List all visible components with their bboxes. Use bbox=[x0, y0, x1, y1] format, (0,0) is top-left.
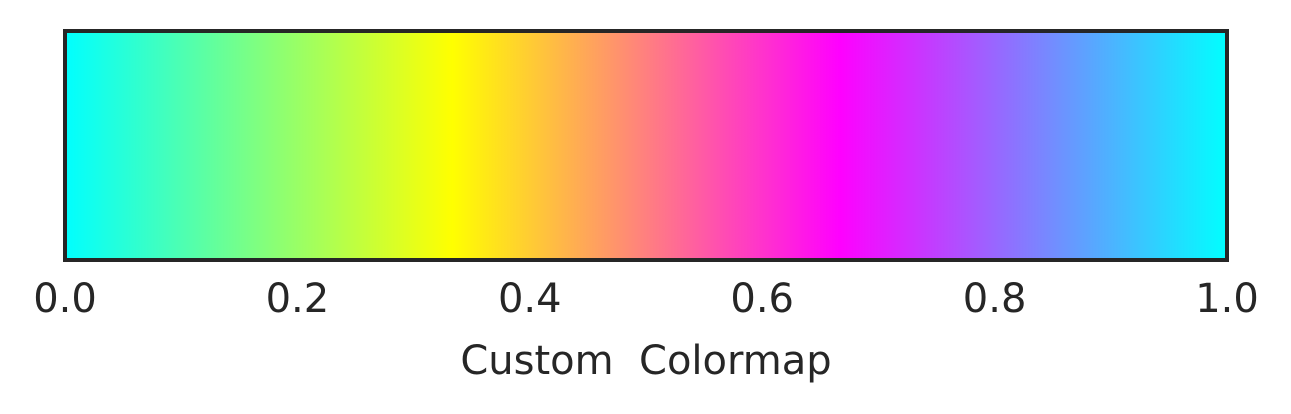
x-tick-label: 1.0 bbox=[1195, 276, 1259, 322]
x-tick-label: 0.4 bbox=[498, 276, 562, 322]
x-tick-label: 0.0 bbox=[33, 276, 97, 322]
x-tick-label: 0.6 bbox=[730, 276, 794, 322]
x-axis-label: Custom Colormap bbox=[460, 338, 831, 384]
x-tick-label: 0.8 bbox=[963, 276, 1027, 322]
x-tick-label: 0.2 bbox=[266, 276, 330, 322]
colorbar-gradient bbox=[65, 31, 1227, 260]
colorbar-frame bbox=[63, 29, 1229, 262]
x-axis-ticks: 0.0 0.2 0.4 0.6 0.8 1.0 bbox=[33, 276, 1259, 322]
